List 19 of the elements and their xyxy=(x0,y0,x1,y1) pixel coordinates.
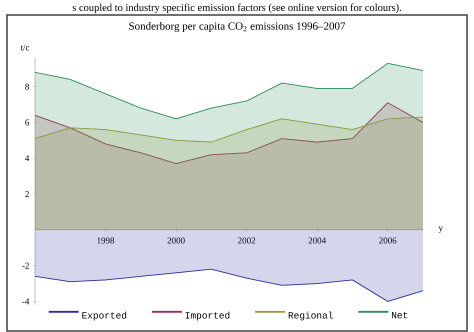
y-tick-label: 8 xyxy=(25,84,30,90)
legend-label: Regional xyxy=(288,312,333,320)
x-tick-label: 2002 xyxy=(238,237,256,244)
legend-label: Net xyxy=(392,312,408,318)
y-tick-label: 2 xyxy=(25,191,29,197)
x-tick-label: 2000 xyxy=(168,237,185,244)
y-tick-label: 4 xyxy=(25,155,30,162)
y-axis-title: t/c xyxy=(20,44,30,50)
legend-label: Exported xyxy=(82,312,126,320)
x-tick-label: 2004 xyxy=(308,237,326,244)
x-axis-title: y xyxy=(438,226,444,233)
text: s coupled to industry specific emission factors (see online version for colours). xyxy=(72,4,402,14)
y-tick-label: -4 xyxy=(22,298,30,304)
y-tick-label: 6 xyxy=(25,119,30,126)
x-tick-label: 1998 xyxy=(97,237,114,244)
legend-label: Imported xyxy=(186,312,230,320)
y-tick-label: -2 xyxy=(22,262,29,269)
x-tick-label: 2006 xyxy=(379,237,396,244)
chart-title: Sonderborg per capita CO$_{2}$ emissions 1996–2007 xyxy=(129,22,346,32)
